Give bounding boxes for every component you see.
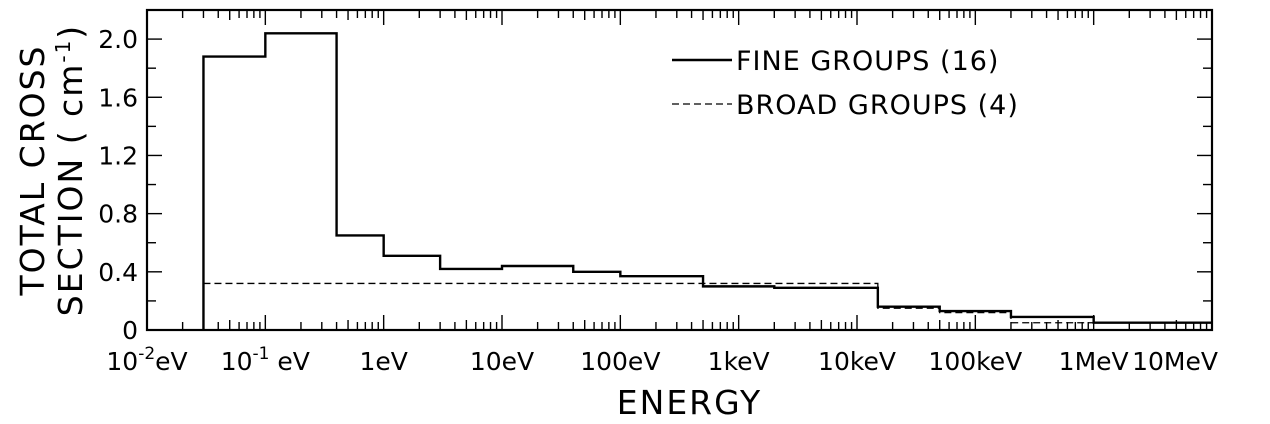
x-tick-label: 10-1 eV [221, 344, 310, 376]
y-tick-label: 0.8 [98, 200, 138, 229]
legend-label: FINE GROUPS (16) [736, 46, 999, 77]
plot-frame [145, 8, 1214, 332]
x-tick-label: 10eV [470, 347, 534, 376]
x-tick-label: 10-2eV [106, 344, 187, 376]
y-tick-label: 1.6 [98, 83, 138, 112]
y-tick-label: 1.2 [98, 141, 138, 170]
y-tick-label: 0 [122, 316, 138, 345]
legend-group: FINE GROUPS (16) BROAD GROUPS (4) [672, 46, 1019, 121]
broad-groups-series-line [203, 282, 1212, 324]
x-tick-label: 1eV [359, 347, 407, 376]
x-tick-label: 100keV [928, 347, 1022, 376]
x-tick-label: 1MeV [1059, 347, 1129, 376]
fine-groups-series-line [202, 32, 1212, 330]
labels-group: 0 0.4 0.8 1.2 1.6 2.0 10-2eV 10-1 eV 1eV 10eV 100e… [13, 24, 1218, 422]
series-group [202, 32, 1212, 330]
x-tick-label: 10keV [818, 347, 896, 376]
y-tick-label: 2.0 [98, 25, 138, 54]
y-axis-title-line2: SECTION ( cm-1) [51, 24, 90, 316]
x-tick-label: 10MeV [1132, 347, 1218, 376]
plot-frame-group [145, 8, 1214, 332]
y-tick-label: 0.4 [98, 258, 138, 287]
x-tick-label: 100eV [580, 347, 660, 376]
x-tick-label: 1keV [708, 347, 770, 376]
x-axis-title: ENERGY [617, 383, 762, 422]
tick-marks-group [146, 9, 1213, 331]
y-axis-title-line1: TOTAL CROSS [13, 44, 52, 296]
legend-label: BROAD GROUPS (4) [736, 90, 1019, 121]
